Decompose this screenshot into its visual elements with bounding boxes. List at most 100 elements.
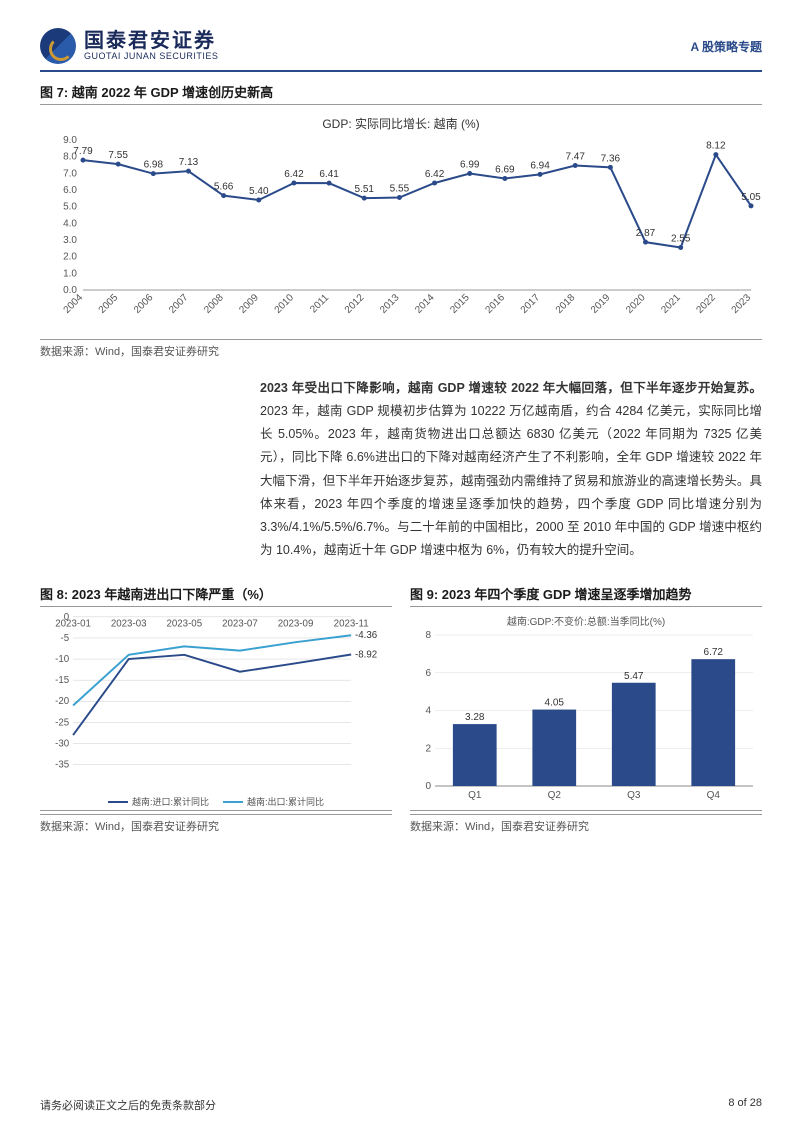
logo: 国泰君安证券 GUOTAI JUNAN SECURITIES (40, 28, 218, 64)
svg-text:-25: -25 (55, 717, 69, 728)
fig8-legend: 越南:进口:累计同比 越南:出口:累计同比 (40, 795, 392, 808)
svg-text:2017: 2017 (519, 292, 543, 316)
svg-text:5.66: 5.66 (214, 182, 234, 193)
svg-text:9.0: 9.0 (63, 135, 77, 146)
page-header: 国泰君安证券 GUOTAI JUNAN SECURITIES A 股策略专题 (40, 28, 762, 72)
svg-text:6.72: 6.72 (704, 647, 724, 658)
svg-text:2015: 2015 (448, 292, 472, 316)
svg-text:Q3: Q3 (627, 790, 641, 801)
fig9-title: 图 9: 2023 年四个季度 GDP 增速呈逐季增加趋势 (410, 584, 762, 607)
svg-text:7.55: 7.55 (108, 150, 128, 161)
svg-text:7.36: 7.36 (601, 153, 621, 164)
svg-text:2: 2 (425, 743, 431, 754)
svg-text:-10: -10 (55, 654, 70, 665)
svg-text:6.69: 6.69 (495, 165, 515, 176)
svg-text:6: 6 (425, 668, 431, 679)
svg-text:5.40: 5.40 (249, 186, 269, 197)
svg-text:0: 0 (425, 781, 431, 792)
fig8-svg: 0-5-10-15-20-25-30-352023-012023-032023-… (40, 611, 392, 786)
svg-text:2006: 2006 (132, 292, 156, 316)
fig7-chart: GDP: 实际同比增长: 越南 (%) 0.01.02.03.04.05.06.… (40, 109, 762, 337)
svg-text:3.0: 3.0 (63, 235, 77, 246)
svg-text:5.47: 5.47 (624, 671, 644, 682)
fig7-source: 数据来源：Wind，国泰君安证券研究 (40, 339, 762, 359)
svg-text:Q2: Q2 (548, 790, 562, 801)
svg-text:2023-01: 2023-01 (55, 619, 91, 630)
fig9-source: 数据来源：Wind，国泰君安证券研究 (410, 814, 762, 834)
svg-text:2008: 2008 (202, 292, 226, 316)
fig8-legend-a: 越南:进口:累计同比 (132, 795, 209, 808)
logo-cn-text: 国泰君安证券 (84, 30, 218, 52)
svg-text:2023-05: 2023-05 (166, 619, 202, 630)
svg-text:6.0: 6.0 (63, 185, 77, 196)
svg-text:6.42: 6.42 (425, 169, 445, 180)
svg-text:2011: 2011 (308, 292, 331, 315)
svg-text:8.12: 8.12 (706, 141, 726, 152)
svg-text:1.0: 1.0 (63, 268, 77, 279)
svg-text:5.51: 5.51 (355, 184, 375, 195)
fig9-svg: 越南:GDP:不变价:总额:当季同比(%) 0 2 4 6 8 3.28 Q1 4.05 Q2 5.… (410, 611, 762, 806)
svg-text:Q1: Q1 (468, 790, 482, 801)
fig7-subtitle: GDP: 实际同比增长: 越南 (%) (40, 109, 762, 132)
logo-icon (40, 28, 76, 64)
svg-text:2014: 2014 (413, 292, 437, 316)
header-right-label: A 股策略专题 (690, 38, 762, 55)
svg-text:6.98: 6.98 (144, 160, 164, 171)
body-lead: 2023 年受出口下降影响，越南 GDP 增速较 2022 年大幅回落，但下半年… (260, 381, 762, 395)
svg-text:4: 4 (425, 706, 431, 717)
svg-text:7.47: 7.47 (565, 152, 585, 163)
fig8-legend-b: 越南:出口:累计同比 (247, 795, 324, 808)
svg-text:2023-03: 2023-03 (111, 619, 147, 630)
svg-text:2012: 2012 (343, 292, 367, 316)
svg-text:5.55: 5.55 (390, 184, 410, 195)
svg-text:8: 8 (425, 630, 431, 641)
footer-disclaimer: 请务必阅读正文之后的免责条款部分 (40, 1097, 216, 1113)
svg-text:2023-09: 2023-09 (278, 619, 314, 630)
svg-text:7.0: 7.0 (63, 168, 77, 179)
svg-text:6.94: 6.94 (530, 160, 550, 171)
body-paragraph: 2023 年受出口下降影响，越南 GDP 增速较 2022 年大幅回落，但下半年… (40, 377, 762, 562)
svg-text:2.87: 2.87 (636, 228, 656, 239)
svg-text:6.42: 6.42 (284, 169, 304, 180)
body-rest: 2023 年，越南 GDP 规模初步估算为 10222 万亿越南盾，约合 428… (260, 404, 762, 557)
page-footer: 请务必阅读正文之后的免责条款部分 8 of 28 (40, 1097, 762, 1113)
svg-text:Q4: Q4 (707, 790, 721, 801)
fig8-chart: 0-5-10-15-20-25-30-352023-012023-032023-… (40, 611, 392, 811)
svg-text:2.0: 2.0 (63, 252, 77, 263)
fig9-chart: 越南:GDP:不变价:总额:当季同比(%) 0 2 4 6 8 3.28 Q1 4.05 Q2 5.… (410, 611, 762, 811)
svg-text:2021: 2021 (659, 292, 683, 316)
svg-text:5.0: 5.0 (63, 202, 77, 213)
logo-en-text: GUOTAI JUNAN SECURITIES (84, 52, 218, 62)
svg-text:3.28: 3.28 (465, 712, 485, 723)
fig8-title: 图 8: 2023 年越南进出口下降严重（%） (40, 584, 392, 607)
svg-text:-8.92: -8.92 (355, 649, 377, 660)
svg-text:-30: -30 (55, 738, 70, 749)
svg-text:2023: 2023 (730, 292, 754, 316)
svg-text:2013: 2013 (378, 292, 402, 316)
svg-text:2005: 2005 (97, 292, 121, 316)
footer-page-num: 8 of 28 (728, 1097, 762, 1113)
svg-text:6.41: 6.41 (319, 169, 339, 180)
svg-text:越南:GDP:不变价:总额:当季同比(%): 越南:GDP:不变价:总额:当季同比(%) (507, 615, 665, 628)
fig8-source: 数据来源：Wind，国泰君安证券研究 (40, 814, 392, 834)
svg-text:2023-11: 2023-11 (334, 619, 369, 630)
svg-text:-20: -20 (55, 696, 70, 707)
svg-text:2009: 2009 (237, 292, 261, 316)
svg-text:4.0: 4.0 (63, 218, 77, 229)
svg-text:2023-07: 2023-07 (222, 619, 258, 630)
svg-text:7.79: 7.79 (73, 146, 93, 157)
svg-text:4.05: 4.05 (545, 698, 565, 709)
svg-text:2.55: 2.55 (671, 234, 691, 245)
svg-text:5.05: 5.05 (741, 192, 761, 203)
svg-text:-35: -35 (55, 760, 69, 771)
svg-text:2018: 2018 (554, 292, 578, 316)
fig7-title: 图 7: 越南 2022 年 GDP 增速创历史新高 (40, 82, 762, 105)
svg-text:2010: 2010 (273, 292, 297, 316)
fig7-svg: 0.01.02.03.04.05.06.07.08.09.07.797.556.… (40, 132, 762, 332)
svg-text:6.99: 6.99 (460, 160, 480, 171)
svg-text:-5: -5 (61, 633, 70, 644)
svg-text:2016: 2016 (484, 292, 508, 316)
svg-text:2022: 2022 (694, 292, 718, 316)
svg-text:2020: 2020 (624, 292, 648, 316)
svg-text:2019: 2019 (589, 292, 613, 316)
